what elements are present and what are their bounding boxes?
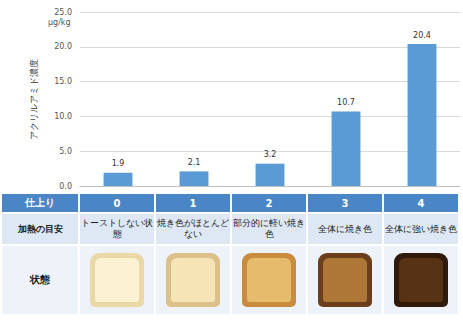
html-text:部分的に軽い焼き色: 部分的に軽い焼き色: [233, 218, 305, 239]
html-text:仕上り: 仕上り: [25, 197, 55, 208]
html-text:全体に焼き色: 全体に焼き色: [318, 223, 372, 234]
svg-text:μg/kg: μg/kg: [48, 18, 71, 27]
svg-text:5.0: 5.0: [59, 147, 72, 156]
svg-text:10.7: 10.7: [337, 98, 355, 107]
html-text:状態: 状態: [30, 274, 50, 285]
svg-text:2.1: 2.1: [188, 158, 201, 167]
html-text:トーストしない状態: トーストしない状態: [81, 218, 153, 239]
html-text:3: 3: [341, 197, 349, 209]
svg-text:3.2: 3.2: [264, 150, 277, 159]
html-text:1: 1: [189, 197, 197, 209]
html-text:4: 4: [417, 197, 425, 209]
html-text:0: 0: [113, 197, 121, 209]
svg-text:15.0: 15.0: [54, 77, 72, 86]
html-text:焼き色がほとんどない: 焼き色がほとんどない: [157, 218, 229, 239]
svg-text:アクリルアミド濃度: アクリルアミド濃度: [29, 59, 39, 140]
svg-text:1.9: 1.9: [112, 159, 125, 168]
html-text:加熱の目安: 加熱の目安: [17, 223, 63, 234]
svg-text:20.0: 20.0: [54, 42, 72, 51]
svg-text:25.0: 25.0: [54, 8, 72, 17]
svg-text:10.0: 10.0: [54, 112, 72, 121]
svg-text:0.0: 0.0: [59, 182, 72, 191]
html-text:全体に強い焼き色: 全体に強い焼き色: [385, 223, 457, 234]
html-text:2: 2: [265, 197, 273, 209]
svg-text:20.4: 20.4: [413, 31, 431, 40]
